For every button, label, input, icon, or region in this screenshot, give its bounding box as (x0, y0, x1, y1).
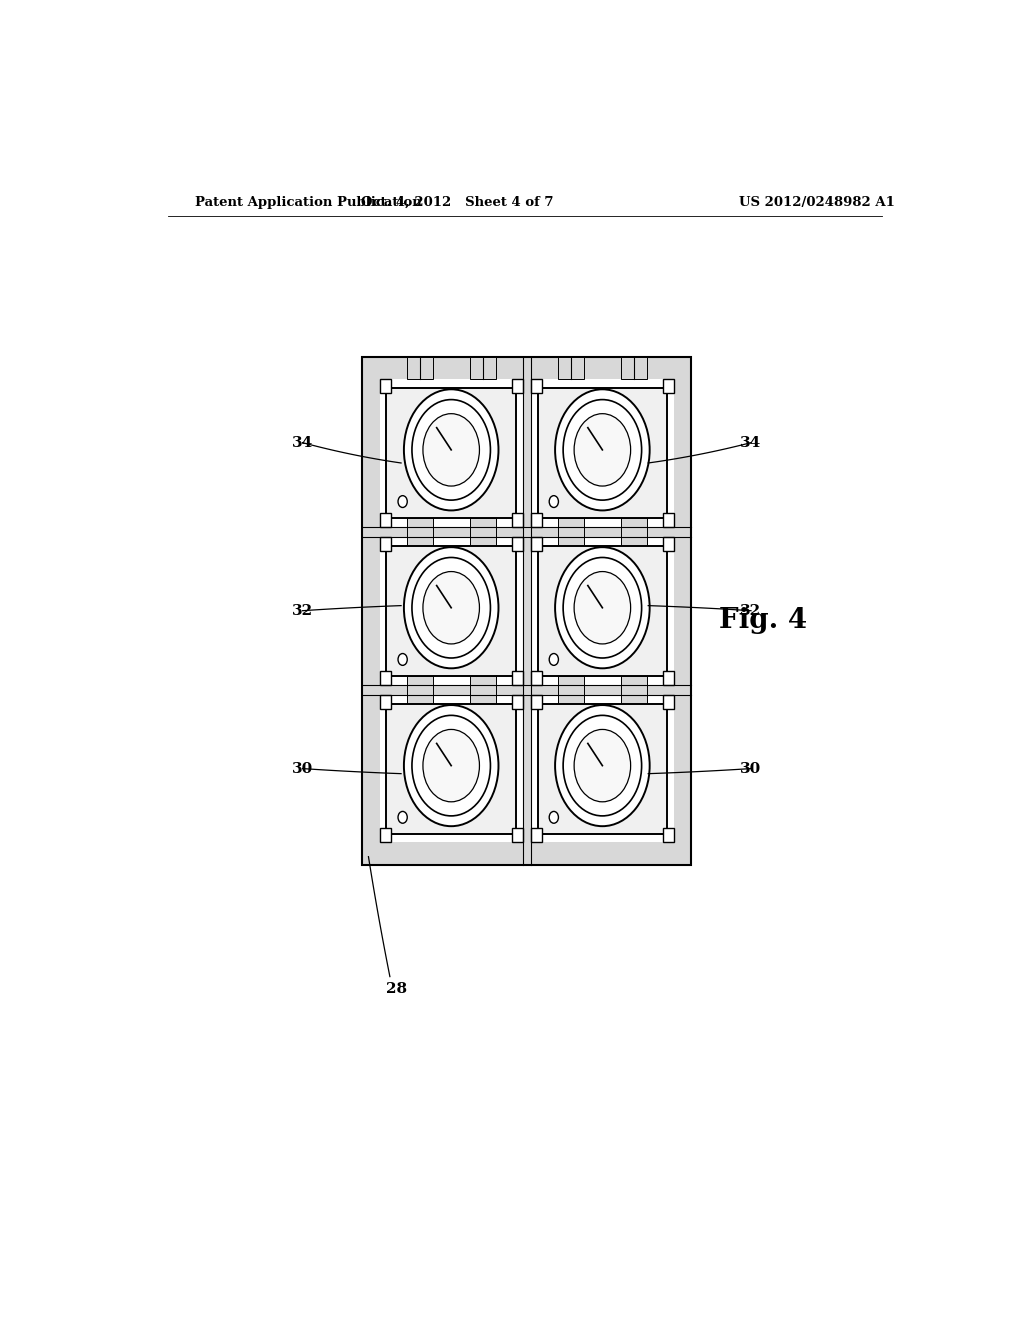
Bar (380, 512, 390, 527)
Bar (530, 537, 542, 550)
Circle shape (574, 730, 631, 801)
Bar (380, 379, 674, 842)
Bar (380, 527, 674, 537)
Text: 30: 30 (292, 762, 313, 776)
Bar (538, 545, 667, 676)
Circle shape (574, 572, 631, 644)
Circle shape (423, 413, 479, 486)
Circle shape (398, 812, 408, 824)
Bar (663, 671, 674, 685)
Bar (530, 379, 542, 393)
Bar (558, 676, 584, 704)
Circle shape (555, 389, 649, 511)
Bar (512, 537, 523, 550)
Bar (470, 517, 496, 545)
Bar (512, 694, 523, 709)
Bar (663, 512, 674, 527)
Bar (558, 517, 584, 545)
Bar (407, 517, 432, 545)
Bar (470, 676, 496, 704)
Bar (386, 545, 516, 676)
Bar (386, 388, 516, 517)
Text: 28: 28 (386, 982, 407, 995)
Bar (512, 671, 523, 685)
Bar (538, 388, 667, 517)
Bar (538, 704, 667, 833)
Circle shape (549, 653, 558, 665)
Bar (362, 356, 691, 865)
Bar (512, 379, 523, 393)
Circle shape (403, 705, 499, 826)
Circle shape (412, 715, 490, 816)
Text: 32: 32 (292, 603, 313, 618)
Circle shape (412, 400, 490, 500)
Bar (512, 829, 523, 842)
Bar (621, 676, 647, 704)
Bar (407, 356, 432, 379)
Bar (523, 379, 530, 842)
Bar (663, 379, 674, 393)
Circle shape (549, 495, 558, 507)
Bar (407, 676, 432, 704)
Circle shape (398, 653, 408, 665)
Bar (386, 704, 516, 833)
Circle shape (549, 812, 558, 824)
Circle shape (555, 705, 649, 826)
Circle shape (563, 715, 642, 816)
Bar (663, 537, 674, 550)
Bar (530, 512, 542, 527)
Bar (530, 694, 542, 709)
Bar (621, 356, 647, 379)
Text: Fig. 4: Fig. 4 (719, 607, 807, 635)
Text: Patent Application Publication: Patent Application Publication (196, 195, 422, 209)
Bar (663, 829, 674, 842)
Text: 32: 32 (740, 603, 762, 618)
Bar (380, 694, 390, 709)
Text: US 2012/0248982 A1: US 2012/0248982 A1 (739, 195, 895, 209)
Bar (558, 356, 584, 379)
Circle shape (563, 557, 642, 657)
Circle shape (403, 548, 499, 668)
Circle shape (555, 548, 649, 668)
Text: 34: 34 (292, 436, 313, 450)
Bar (380, 671, 390, 685)
Text: Oct. 4, 2012   Sheet 4 of 7: Oct. 4, 2012 Sheet 4 of 7 (361, 195, 554, 209)
Text: 30: 30 (740, 762, 762, 776)
Circle shape (398, 495, 408, 507)
Circle shape (412, 557, 490, 657)
Bar (380, 537, 390, 550)
Bar (663, 694, 674, 709)
Bar (470, 356, 496, 379)
Circle shape (403, 389, 499, 511)
Circle shape (574, 413, 631, 486)
Text: 34: 34 (740, 436, 762, 450)
Circle shape (423, 730, 479, 801)
Bar (530, 671, 542, 685)
Bar (512, 512, 523, 527)
Circle shape (563, 400, 642, 500)
Bar (380, 685, 674, 694)
Circle shape (423, 572, 479, 644)
Bar (380, 829, 390, 842)
Bar (380, 379, 390, 393)
Bar (530, 829, 542, 842)
Bar (621, 517, 647, 545)
